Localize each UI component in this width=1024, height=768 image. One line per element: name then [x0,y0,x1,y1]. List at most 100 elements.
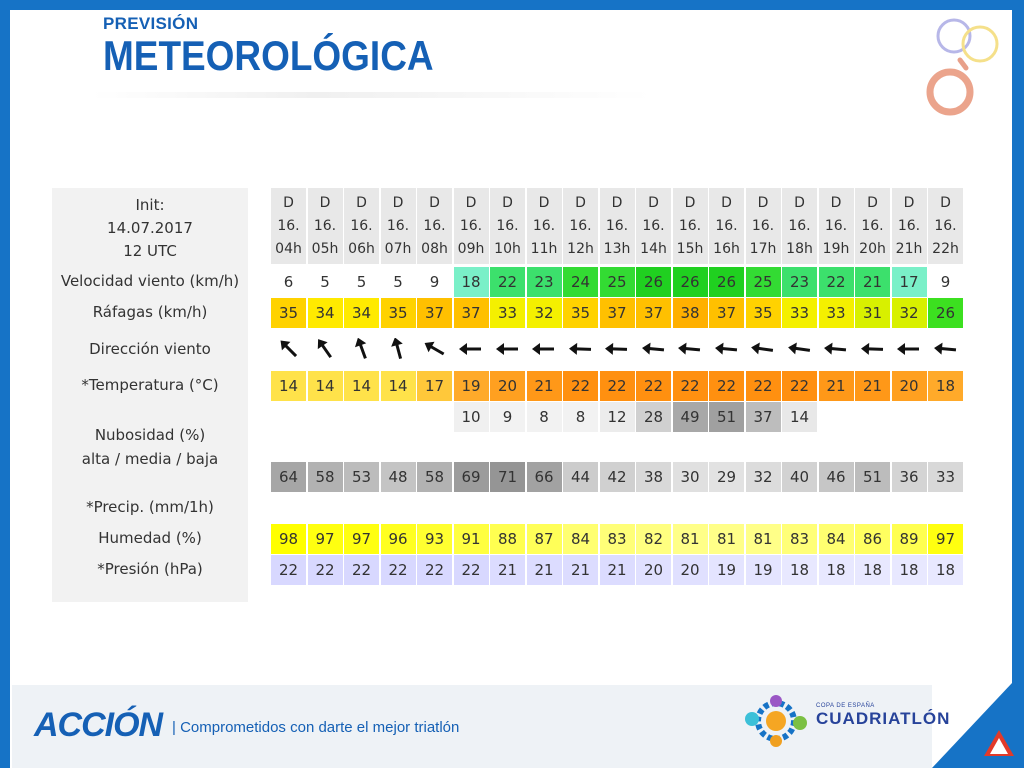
temp-cell: 14 [344,371,379,401]
pressure-cell: 22 [344,555,379,585]
humidity-cell: 93 [417,524,452,554]
column-header: D 16. 07h [380,188,416,264]
header-day: D [465,195,477,211]
wind-direction-arrow-icon [454,334,489,364]
wind-direction-arrow-icon [308,334,343,364]
cloud-low-cell: 51 [855,462,890,492]
init-label: Init: [135,196,165,214]
cloud-low-cell: 38 [636,462,671,492]
header-date: 16. [751,218,775,234]
header-date: 16. [569,218,592,234]
wind-cell: 22 [490,267,525,297]
wind-cell: 6 [271,267,306,297]
wind-direction-arrow-icon [746,334,781,364]
wind-cell: 25 [745,267,781,297]
temp-cell: 21 [855,371,890,401]
wind-direction-arrow-icon [271,334,306,364]
label-pressure: *Presión (hPa) [97,560,203,578]
header-day: D [940,195,951,211]
header-day: D [429,195,440,211]
cloud-mid-cell [818,402,854,432]
header-date: 16. [861,218,884,234]
temp-cell: 19 [453,371,489,401]
humidity-cell: 81 [672,524,708,554]
header-hour: 08h [421,241,448,257]
rings-logo-icon [926,18,999,116]
header-date: 16. [642,218,665,234]
right-frame [1012,0,1024,768]
wind-cell: 5 [380,267,416,297]
forecast-column: D 16. 20h 21 31 21 51 86 18 [855,188,891,602]
header-hour: 11h [530,241,558,257]
header-day: D [721,195,732,211]
gust-cell: 37 [417,298,452,328]
cloud-low-cell: 32 [745,462,781,492]
forecast-column: D 16. 06h 5 34 14 53 97 22 [344,188,380,602]
cloud-mid-cell: 12 [599,402,635,432]
wind-direction-arrow-icon [928,334,963,364]
cloud-low-cell: 58 [417,462,452,492]
column-header: D 16. 18h [782,188,817,264]
column-header: D 16. 19h [818,188,854,264]
forecast-column: D 16. 08h 9 37 17 58 93 22 [417,188,453,602]
header-date: 16. [532,218,556,234]
forecast-column: D 16. 21h 17 32 20 36 89 18 [891,188,928,602]
column-header: D 16. 15h [672,188,708,264]
cup-logo-text: COPA DE ESPAÑA CUADRIATLÓN [816,703,950,729]
cloud-mid-cell [417,402,452,432]
header-date: 16. [605,218,629,234]
header-hour: 10h [494,241,521,257]
humidity-cell: 84 [818,524,854,554]
row-labels-panel: Init: 14.07.2017 12 UTC Velocidad viento… [52,188,248,602]
forecast-column: D 16. 18h 23 33 22 14 40 83 18 [782,188,818,602]
wind-direction-arrow-icon [709,334,744,364]
header-day: D [575,195,586,211]
header-date: 16. [386,218,410,234]
header-hour: 15h [676,241,704,257]
temp-cell: 22 [782,371,817,401]
gust-cell: 35 [271,298,306,328]
gust-cell: 37 [709,298,744,328]
column-header: D 16. 08h [417,188,452,264]
humidity-cell: 89 [891,524,927,554]
cloud-mid-cell [891,402,927,432]
label-cloud: Nubosidad (%) [94,426,206,444]
wind-cell: 26 [709,267,744,297]
cloud-mid-cell [271,402,306,432]
temp-cell: 14 [307,371,343,401]
label-gusts: Ráfagas (km/h) [92,303,208,321]
title-divider [92,92,652,98]
header-hour: 19h [822,241,850,257]
label-wind: Velocidad viento (km/h) [60,272,240,290]
header-date: 16. [423,218,446,234]
label-direction: Dirección viento [89,340,211,358]
temp-cell: 20 [490,371,525,401]
gust-cell: 35 [745,298,781,328]
label-cloud-sub: alta / media / baja [81,450,219,468]
header-day: D [502,195,513,211]
wind-cell: 23 [782,267,817,297]
header-day: D [830,195,842,211]
forecast-column: D 16. 19h 22 33 21 46 84 18 [818,188,855,602]
title-line-2: METEOROLÓGICA [103,32,434,79]
cloud-low-cell: 69 [453,462,489,492]
pressure-cell: 19 [745,555,781,585]
header-hour: 06h [348,241,375,257]
pressure-cell: 22 [453,555,489,585]
temp-cell: 18 [928,371,963,401]
triathlon-mini-logo-icon [984,730,1014,756]
cloud-mid-cell [344,402,379,432]
gust-cell: 32 [526,298,562,328]
header-day: D [794,195,805,211]
temp-cell: 21 [526,371,562,401]
header-day: D [538,195,550,211]
cloud-low-cell: 48 [380,462,416,492]
wind-direction-arrow-icon [892,334,927,364]
cloud-low-cell: 53 [344,462,379,492]
column-header: D 16. 06h [344,188,379,264]
wind-cell: 25 [599,267,635,297]
forecast-column: D 16. 22h 9 26 18 33 97 18 [928,188,964,602]
wind-cell: 24 [563,267,598,297]
forecast-column: D 16. 13h 25 37 22 12 42 83 21 [599,188,636,602]
forecast-column: D 16. 05h 5 34 14 58 97 22 [307,188,344,602]
